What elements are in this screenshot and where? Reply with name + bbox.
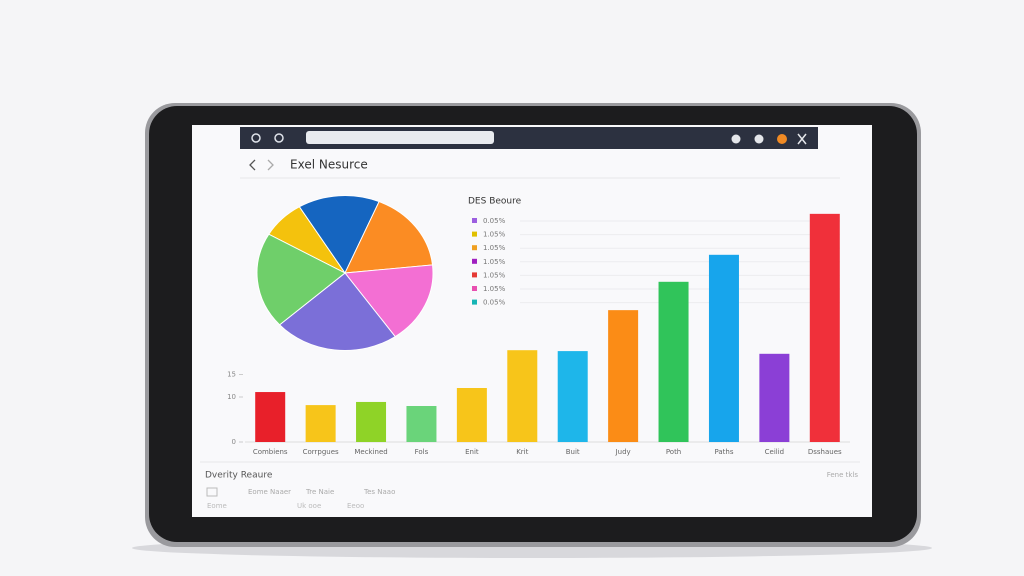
- bar: [305, 405, 336, 442]
- x-tick-label: Meckined: [354, 448, 387, 456]
- x-tick-label: Buit: [566, 448, 580, 456]
- legend-label: 1.05%: [483, 244, 506, 252]
- pie-chart: [256, 195, 434, 351]
- legend-label: 1.05%: [483, 231, 506, 239]
- legend-label: 1.05%: [483, 285, 506, 293]
- legend-title: DES Beoure: [468, 197, 522, 207]
- x-tick-label: Krit: [516, 448, 528, 456]
- close-icon[interactable]: [797, 133, 807, 145]
- bar: [356, 401, 387, 442]
- x-tick-label: Enit: [465, 448, 479, 456]
- legend-swatch: [472, 258, 477, 264]
- pie-slice: [344, 264, 434, 338]
- legend-label: 0.05%: [483, 217, 506, 225]
- footer-icon: [206, 487, 218, 497]
- y-tick-label: 0: [232, 438, 236, 446]
- x-tick-label: Combiens: [253, 448, 288, 456]
- legend-swatch: [472, 218, 477, 223]
- legend-swatch: [472, 245, 477, 251]
- legend-swatch: [472, 272, 477, 278]
- footer-item: Eome Naaer: [248, 488, 291, 496]
- bar: [507, 350, 538, 442]
- back-icon[interactable]: [249, 159, 256, 171]
- charts: DES Beoure 0.05% 1.05% 1.05% 1.05% 1.05% 1.05%…: [227, 195, 850, 456]
- footer-sub: Eome: [207, 502, 227, 510]
- x-tick-label: Fols: [415, 448, 429, 456]
- bar: [255, 392, 286, 442]
- bar: [658, 281, 689, 442]
- bar: [759, 353, 790, 442]
- legend-label: 1.05%: [483, 258, 506, 266]
- legend-swatch: [472, 299, 477, 305]
- footer-items: Eome Naaer Tre Naie Tes Naao Eome Uk ooe Eeoo: [207, 488, 395, 510]
- pie-slice: [298, 195, 380, 274]
- bar: [708, 254, 739, 442]
- legend-swatch: [472, 286, 477, 291]
- page-title: Exel Nesurce: [290, 158, 368, 172]
- footer-item: Tre Naie: [305, 488, 334, 496]
- bar: [406, 406, 437, 442]
- pie-slice: [256, 233, 346, 326]
- user-icon[interactable]: [754, 134, 764, 144]
- address-bar: [306, 131, 494, 144]
- settings-icon[interactable]: [731, 134, 741, 144]
- footer-title: Dverity Reaure: [205, 471, 273, 481]
- legend-swatch: [472, 231, 477, 237]
- avatar-icon[interactable]: [777, 134, 787, 144]
- refresh-icon[interactable]: [274, 133, 284, 143]
- footer-sub: Uk ooe: [297, 502, 321, 510]
- x-tick-label: Poth: [666, 448, 681, 456]
- footer-sub: Eeoo: [347, 502, 364, 510]
- bar: [608, 310, 639, 442]
- legend-label: 1.05%: [483, 271, 506, 279]
- bar: [456, 388, 487, 442]
- y-tick-label: 10: [227, 393, 236, 401]
- footer-note: Fene tkls: [827, 471, 859, 479]
- x-tick-label: Dsshaues: [808, 448, 842, 456]
- legend-label: 0.05%: [483, 299, 506, 307]
- bar: [557, 351, 588, 442]
- x-tick-label: Ceilid: [765, 448, 784, 456]
- x-tick-label: Judy: [615, 448, 631, 456]
- y-tick-label: 15: [227, 371, 236, 379]
- menu-icon[interactable]: [251, 133, 261, 143]
- forward-icon[interactable]: [267, 159, 274, 171]
- pie-slice: [278, 272, 396, 351]
- pie-slice: [344, 201, 434, 274]
- x-tick-label: Paths: [714, 448, 733, 456]
- bar: [809, 213, 840, 442]
- footer-item: Tes Naao: [363, 488, 395, 496]
- x-tick-label: Corrpgues: [303, 448, 339, 456]
